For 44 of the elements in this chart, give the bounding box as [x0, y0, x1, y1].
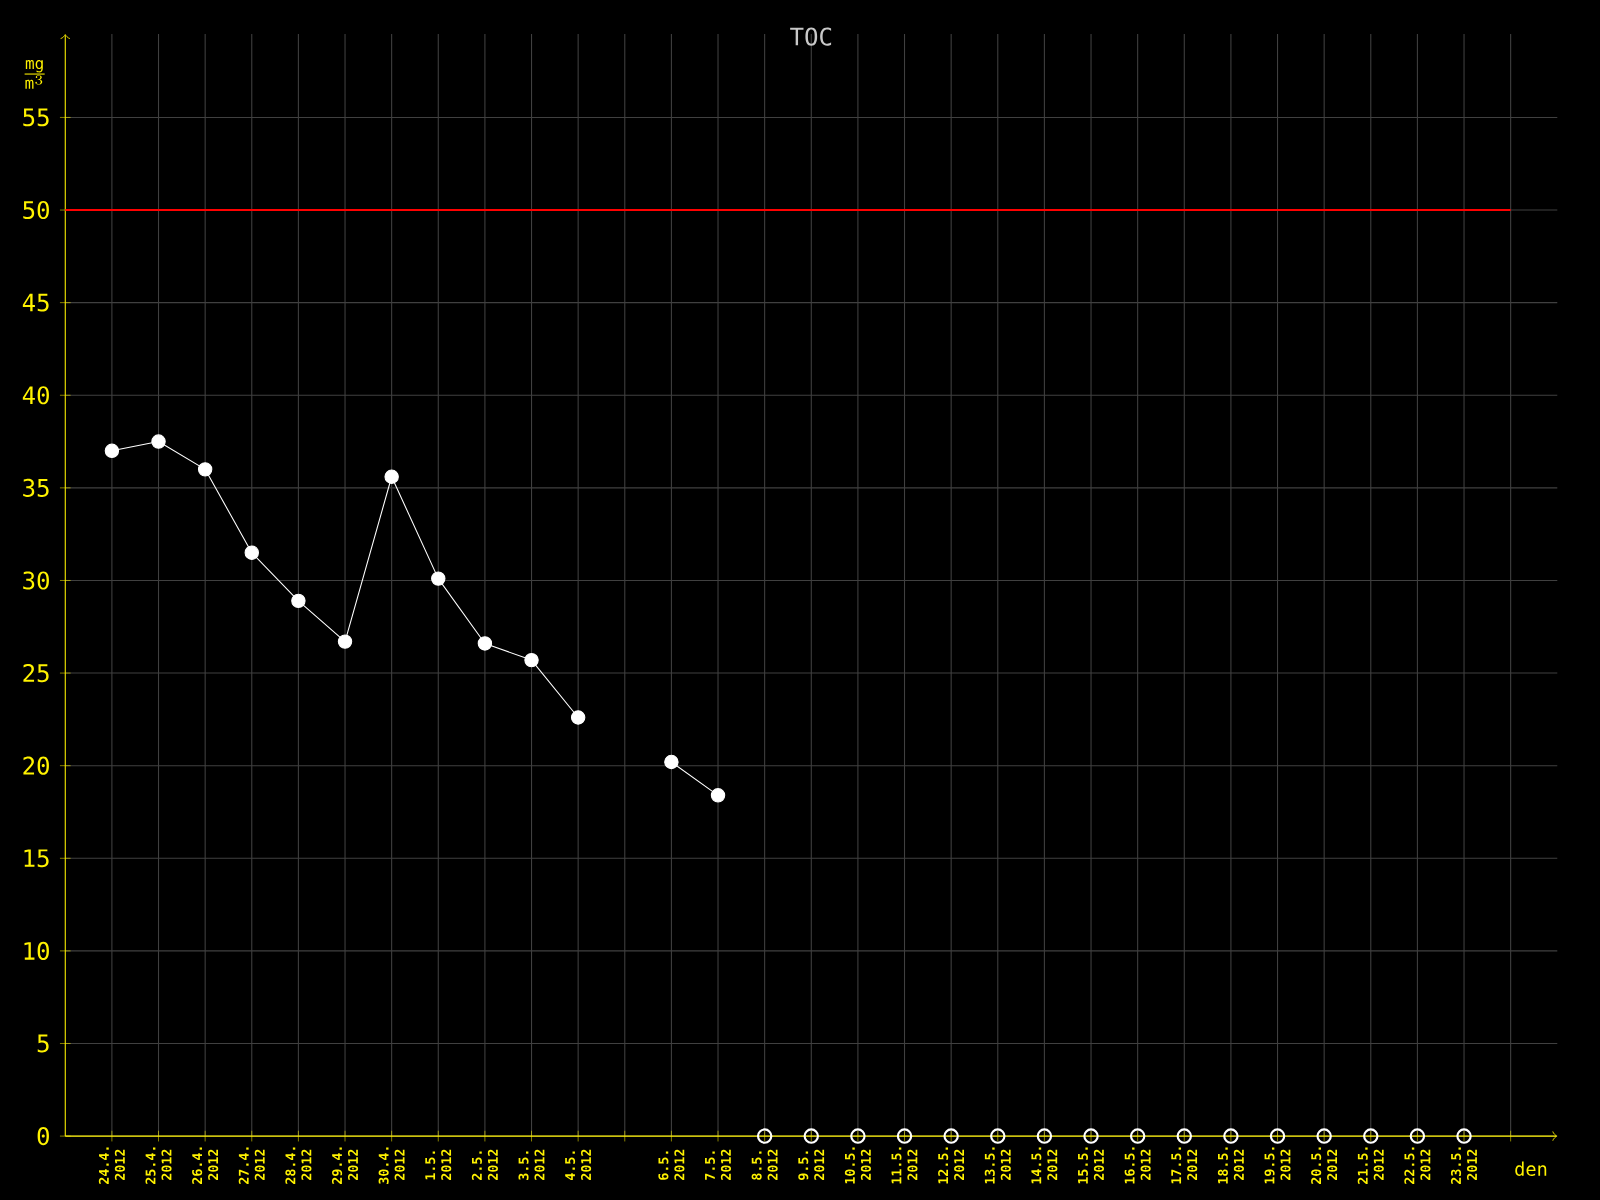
y-tick-label: 55 [23, 108, 49, 127]
point [431, 571, 446, 586]
point [803, 1128, 820, 1144]
point [990, 1128, 1006, 1144]
y-tick-label: 30 [23, 571, 49, 590]
point [1129, 1128, 1146, 1144]
y-tick-label: 10 [24, 941, 49, 960]
point [1176, 1128, 1193, 1144]
y-tick-label: 40 [22, 386, 49, 405]
point [896, 1128, 913, 1144]
y-tick-label: 45 [22, 293, 49, 312]
point [943, 1128, 959, 1144]
point [1036, 1128, 1053, 1144]
point [477, 636, 493, 651]
point [104, 443, 120, 459]
point [384, 469, 399, 484]
point [337, 634, 353, 649]
y-tick-label: 15 [24, 849, 49, 868]
y-tick-label: 5 [37, 1034, 49, 1053]
point [1316, 1128, 1332, 1144]
point [710, 788, 726, 803]
point [1083, 1128, 1099, 1144]
y-tick-label: 20 [23, 756, 49, 775]
y-axis-title: $\frac{\mathrm{mg}}{\mathrm{m}^{3}}$ [24, 60, 45, 89]
chart-title: TOC [790, 27, 832, 46]
y-tick-label: 50 [23, 200, 49, 220]
point [197, 462, 213, 477]
point [850, 1128, 866, 1144]
point [151, 434, 166, 449]
point [244, 545, 259, 560]
y-tick-label: 25 [23, 663, 49, 683]
point [1456, 1128, 1472, 1144]
y-tick-label: 35 [23, 478, 49, 497]
point [1363, 1128, 1379, 1144]
point [1409, 1128, 1426, 1144]
point [1269, 1128, 1286, 1144]
point [524, 652, 539, 668]
x-axis-title: den [1515, 1161, 1547, 1176]
point [664, 754, 679, 770]
point [570, 710, 586, 725]
y-tick-label: 0 [37, 1127, 49, 1146]
point [291, 593, 306, 609]
point [1223, 1128, 1239, 1144]
point [756, 1128, 773, 1144]
